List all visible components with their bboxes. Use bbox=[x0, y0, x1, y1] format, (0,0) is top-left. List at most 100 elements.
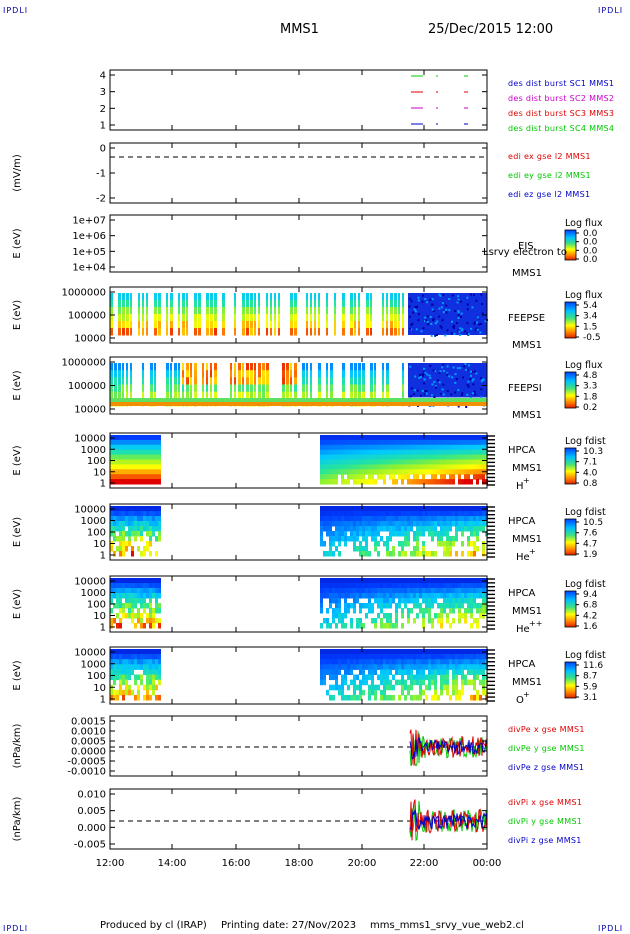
spectrogram-cell bbox=[146, 546, 149, 552]
spectrogram-cell bbox=[374, 439, 377, 446]
spectrogram-cell bbox=[374, 593, 377, 599]
spectrogram-cell bbox=[464, 664, 467, 670]
spectrogram-cell bbox=[386, 583, 389, 589]
spectrogram-cell bbox=[383, 521, 386, 527]
spectrogram-cell bbox=[443, 531, 446, 537]
spectrogram-cell bbox=[476, 689, 479, 696]
spectrogram-cell bbox=[170, 377, 172, 385]
spectrogram-cell bbox=[370, 293, 372, 301]
spectrogram-cell bbox=[425, 506, 428, 512]
spectrogram-cell bbox=[448, 375, 451, 378]
spectrogram-cell bbox=[119, 654, 122, 660]
spectrogram-cell bbox=[389, 444, 392, 451]
spectrogram-cell bbox=[434, 322, 437, 325]
spectrogram-cell bbox=[350, 435, 353, 441]
spectrogram-cell bbox=[458, 664, 461, 670]
spectrogram-cell bbox=[370, 328, 372, 336]
spectrogram-cell bbox=[386, 536, 389, 542]
spectrogram-cell bbox=[418, 374, 421, 376]
spectrogram-cell bbox=[407, 674, 410, 681]
spectrogram-cell bbox=[118, 307, 121, 315]
spectrogram-cell bbox=[278, 300, 280, 308]
spectrogram-cell bbox=[182, 328, 185, 336]
spectrogram-cell bbox=[476, 469, 479, 475]
spectrogram-cell bbox=[335, 526, 338, 532]
spectrogram-cell bbox=[338, 649, 341, 655]
y-tick-label: -0.0010 bbox=[67, 767, 106, 778]
spectrogram-cell bbox=[146, 307, 148, 315]
spectrogram-cell bbox=[446, 588, 449, 594]
spectrogram-cell bbox=[110, 321, 113, 329]
spectrogram-cell bbox=[125, 531, 128, 537]
spectrogram-cell bbox=[170, 363, 172, 371]
spectrogram-cell bbox=[335, 444, 338, 451]
spectrogram-cell bbox=[473, 694, 476, 701]
spectrogram-cell bbox=[362, 391, 365, 400]
spectrogram-cell bbox=[425, 319, 427, 322]
spectrogram-cell bbox=[250, 370, 253, 378]
spectrogram-cell bbox=[449, 474, 452, 480]
spectrogram-cell bbox=[143, 546, 146, 552]
spectrogram-cell bbox=[374, 435, 377, 441]
spectrogram-cell bbox=[368, 464, 371, 470]
spectrogram-cell bbox=[150, 391, 153, 400]
spectrogram-cell bbox=[422, 679, 425, 686]
spectrogram-cell bbox=[422, 659, 425, 665]
spectrogram-cell bbox=[335, 649, 338, 655]
spectrogram-cell bbox=[149, 439, 152, 446]
spectrogram-cell bbox=[329, 541, 332, 547]
spectrogram-cell bbox=[431, 526, 434, 532]
spectrogram-cell bbox=[110, 307, 113, 315]
spectrogram-cell bbox=[398, 551, 401, 557]
spectrogram-cell bbox=[479, 583, 482, 589]
spectrogram-cell bbox=[439, 325, 442, 328]
spectrogram-cell bbox=[334, 314, 336, 322]
spectrogram-cell bbox=[449, 541, 452, 547]
spectrogram-cell bbox=[386, 593, 389, 599]
spectrogram-cell bbox=[353, 588, 356, 594]
spectrogram-cell bbox=[395, 469, 398, 475]
legend-entry: edi ex gse l2 MMS1 bbox=[508, 152, 591, 161]
spectrogram-cell bbox=[476, 474, 479, 480]
spectrogram-cell bbox=[389, 684, 392, 691]
spectrogram-cell bbox=[338, 598, 341, 604]
spectrogram-cell bbox=[454, 373, 457, 376]
spectrogram-cell bbox=[119, 454, 122, 460]
spectrogram-cell bbox=[178, 391, 180, 400]
spectrogram-cell bbox=[341, 536, 344, 542]
spectrogram-cell bbox=[383, 541, 386, 547]
spectrogram-cell bbox=[470, 469, 473, 475]
spectrogram-cell bbox=[341, 674, 344, 681]
spectrogram-cell bbox=[479, 469, 482, 475]
spectrogram-cell bbox=[428, 469, 431, 475]
spectrogram-cell bbox=[404, 449, 407, 456]
spectrogram-cell bbox=[152, 516, 155, 522]
spectrogram-cell bbox=[250, 300, 253, 308]
spectrogram-cell bbox=[353, 674, 356, 681]
colorbar-tick-label: 1.9 bbox=[583, 550, 598, 560]
spectrogram-cell bbox=[455, 469, 458, 475]
spectrogram-cell bbox=[463, 365, 466, 368]
spectrogram-cell bbox=[323, 479, 326, 485]
spectrogram-cell bbox=[347, 588, 350, 594]
spectrogram-cell bbox=[431, 694, 434, 701]
spectrogram-cell bbox=[461, 603, 464, 609]
spectrogram-cell bbox=[344, 516, 347, 522]
spectrogram-cell bbox=[467, 333, 470, 336]
spectrogram-cell bbox=[110, 384, 113, 393]
spectrogram-cell bbox=[464, 578, 467, 584]
spectrogram-cell bbox=[353, 526, 356, 532]
spectrogram-cell bbox=[138, 328, 140, 336]
spectrogram-cell bbox=[143, 588, 146, 594]
spectrogram-cell bbox=[392, 674, 395, 681]
spectrogram-cell bbox=[341, 613, 344, 619]
spectrogram-cell bbox=[439, 294, 442, 297]
spectrogram-cell bbox=[326, 593, 329, 599]
spectrogram-cell bbox=[431, 444, 434, 451]
spectrogram-cell bbox=[131, 659, 134, 665]
y-tick-label: 0.010 bbox=[77, 790, 106, 801]
spectrogram-cell bbox=[242, 384, 244, 393]
spectrogram-cell bbox=[380, 679, 383, 686]
spectrogram-cell bbox=[464, 330, 467, 333]
spectrogram-cell bbox=[374, 546, 377, 552]
